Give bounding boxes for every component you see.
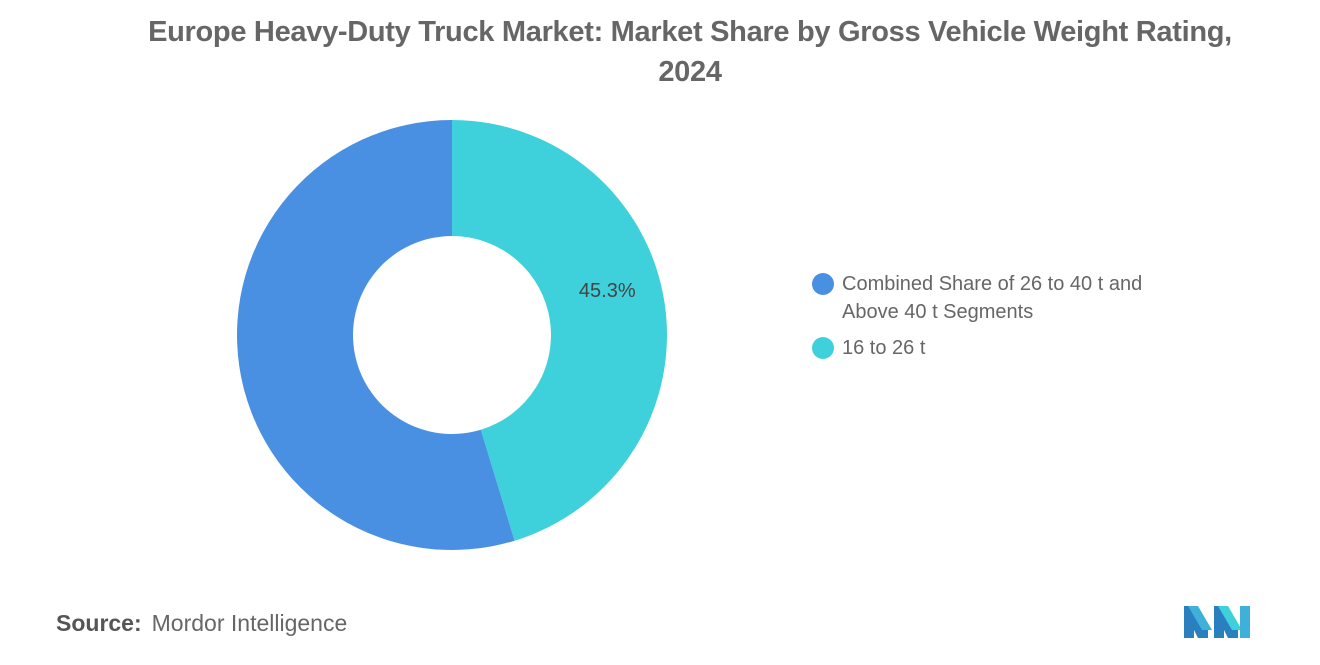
legend-item-1: 16 to 26 t — [812, 334, 1232, 362]
donut-slice-1 — [452, 120, 668, 541]
legend-label: 16 to 26 t — [842, 337, 926, 359]
slice-data-label: 45.3% — [579, 280, 636, 302]
source-note: Source: Mordor Intelligence — [56, 610, 347, 637]
chart-title: Europe Heavy-Duty Truck Market: Market S… — [148, 16, 1232, 88]
legend-marker — [812, 337, 834, 359]
source-label: Source: — [56, 610, 142, 636]
mordor-intelligence-logo-icon — [1184, 606, 1250, 638]
legend-label: Combined Share of 26 to 40 t and Above 4… — [842, 273, 1143, 323]
legend-marker — [812, 273, 834, 295]
chart-legend: Combined Share of 26 to 40 t and Above 4… — [812, 270, 1232, 370]
legend-item-0: Combined Share of 26 to 40 t and Above 4… — [812, 270, 1232, 326]
source-text: Mordor Intelligence — [151, 610, 348, 636]
donut-slice-0 — [237, 120, 515, 550]
